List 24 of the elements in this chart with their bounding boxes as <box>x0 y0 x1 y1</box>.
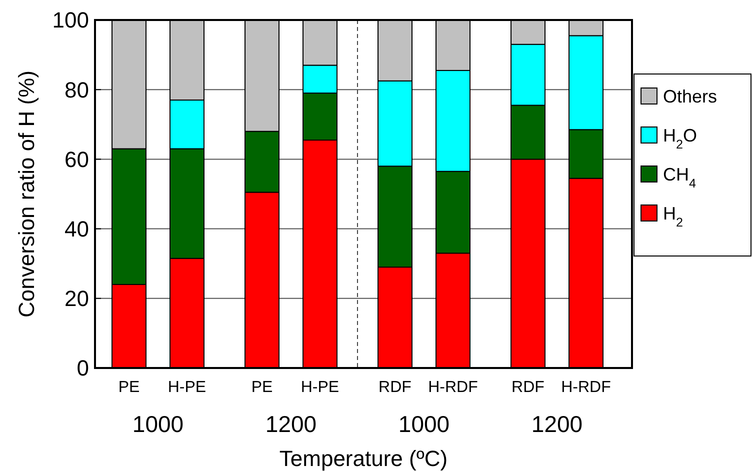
text: 1200 <box>531 411 583 437</box>
y-tick-label: 20 <box>64 286 89 312</box>
text: 1000 <box>132 411 184 437</box>
x-tick-label: H-PE <box>300 379 340 396</box>
legend-label: H$_{2}$ <box>663 203 684 230</box>
x-tick-label: PE <box>118 379 140 396</box>
x-axis-title: Temperature (ºC) <box>279 446 448 471</box>
text: 1000 <box>398 411 450 437</box>
x-tick-label: H-RDF <box>428 379 478 396</box>
y-tick-label: 0 <box>76 356 89 381</box>
y-tick-label: 100 <box>52 8 89 33</box>
y-tick-label: 80 <box>64 77 89 102</box>
x-tick-label: PE <box>251 379 273 396</box>
x-tick-label: RDF <box>512 379 545 396</box>
y-axis-title: Conversion ratio of H (%) <box>14 70 39 318</box>
text: 1200 <box>265 411 317 437</box>
x-tick-label: H-PE <box>168 379 206 396</box>
y-tick-label: 40 <box>64 216 89 242</box>
legend-label: Others <box>663 86 718 106</box>
y-tick-label: 60 <box>64 146 89 172</box>
x-tick-label: RDF <box>378 379 412 396</box>
legend-label: CH$_{4}$ <box>663 164 696 190</box>
legend-label: H$_{2}$O <box>663 125 698 152</box>
x-tick-label: H-RDF <box>561 379 612 396</box>
